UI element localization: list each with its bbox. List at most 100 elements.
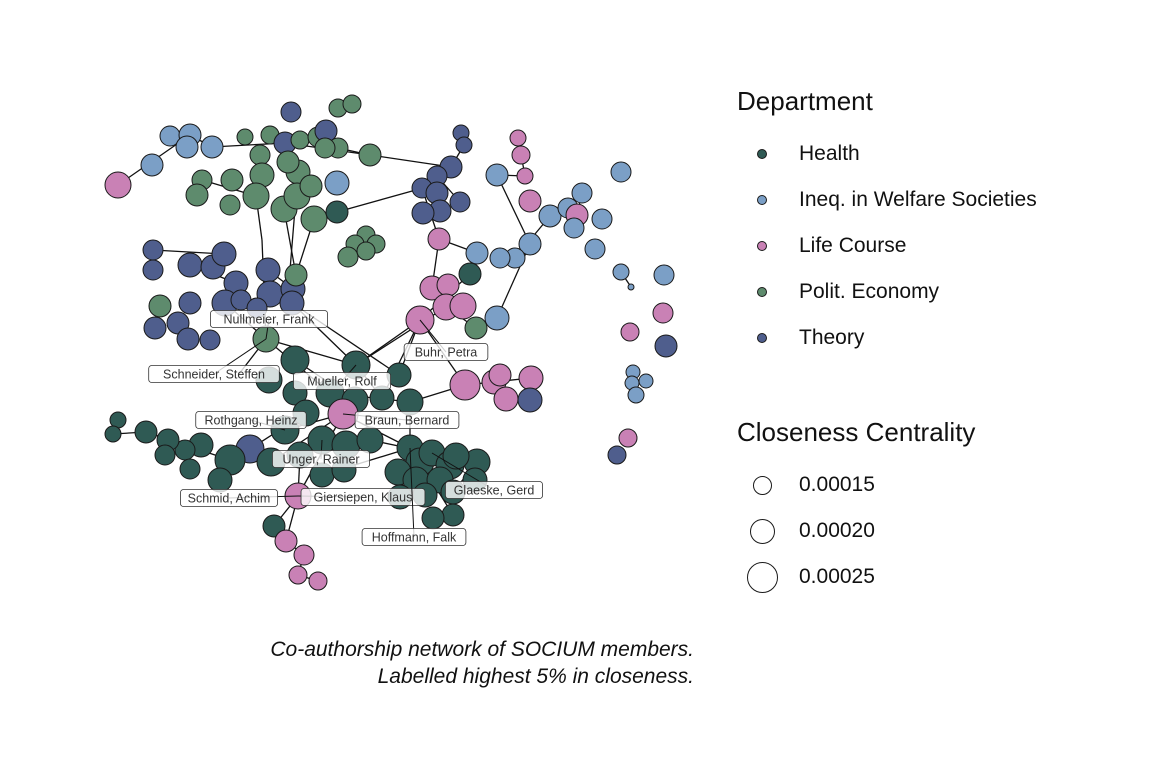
legend-label-theory: Theory	[799, 326, 865, 349]
network-node	[325, 200, 349, 224]
network-node	[104, 171, 132, 199]
network-node	[299, 174, 323, 198]
network-node	[620, 322, 640, 342]
network-node	[140, 153, 164, 177]
network-node	[293, 544, 315, 566]
department-legend-title: Department	[737, 86, 873, 116]
network-node	[493, 386, 519, 412]
network-node	[134, 420, 158, 444]
network-node	[455, 136, 473, 154]
network-node	[654, 334, 678, 358]
network-node	[104, 425, 122, 443]
network-node	[220, 168, 244, 192]
network-node	[584, 238, 606, 260]
legend-size-small: 0.00015	[737, 462, 975, 508]
legend-size-label-medium: 0.00020	[799, 519, 875, 542]
legend-item-life-course: Life Course	[737, 223, 1037, 269]
network-node	[449, 191, 471, 213]
network-node	[484, 305, 510, 331]
network-nodes	[104, 94, 678, 591]
closeness-legend-title: Closeness Centrality	[737, 417, 976, 447]
legend-label-polit-economy: Polit. Economy	[799, 280, 940, 303]
node-labels: Nullmeier, Frank Buhr, Petra Schneider, St…	[148, 310, 543, 546]
network-node	[638, 373, 654, 389]
network-node	[489, 247, 511, 269]
network-node	[441, 503, 465, 527]
node-label-text: Hoffmann, Falk	[372, 531, 457, 545]
label-leader-line	[409, 447, 415, 538]
network-node	[465, 241, 489, 265]
network-edge	[336, 187, 424, 213]
legend-label-health: Health	[799, 142, 860, 165]
network-node	[324, 170, 350, 196]
network-node	[627, 283, 635, 291]
network-node	[242, 182, 270, 210]
legend-size-circle-small	[752, 475, 772, 495]
node-label-text: Rothgang, Heinz	[204, 414, 297, 428]
legend-size-label-large: 0.00025	[799, 565, 875, 588]
network-node	[178, 291, 202, 315]
network-node	[485, 163, 509, 187]
network-node	[262, 514, 286, 538]
network-edge	[496, 174, 531, 245]
network-node	[358, 143, 382, 167]
legend-item-polit-economy: Polit. Economy	[737, 269, 1037, 315]
network-node	[200, 135, 224, 159]
network-node	[308, 571, 328, 591]
network-node	[314, 137, 336, 159]
network-node	[199, 329, 221, 351]
network-node	[612, 263, 630, 281]
node-label-text: Mueller, Rolf	[307, 375, 377, 389]
legend-item-health: Health	[737, 131, 1037, 177]
caption-line-1: Co-authorship network of SOCIUM members.	[270, 638, 694, 661]
network-node	[427, 227, 451, 251]
node-label-box	[300, 488, 426, 506]
legend-size-medium: 0.00020	[737, 508, 975, 554]
node-label-box	[272, 450, 370, 468]
department-legend: Department Health Ineq. in Welfare Socie…	[737, 86, 1037, 361]
node-label-text: Giersiepen, Klaus	[314, 491, 413, 505]
network-node	[154, 444, 176, 466]
network-node	[421, 506, 445, 530]
network-node	[280, 101, 302, 123]
network-node	[211, 241, 237, 267]
network-node	[179, 458, 201, 480]
network-node	[342, 94, 362, 114]
network-node	[219, 194, 241, 216]
legend-size-label-small: 0.00015	[799, 473, 875, 496]
network-node	[618, 428, 638, 448]
network-node	[207, 467, 233, 493]
legend-size-circle-medium	[749, 518, 775, 544]
network-node	[236, 128, 254, 146]
node-label-text: Schmid, Achim	[188, 492, 271, 506]
network-node	[148, 294, 172, 318]
network-node	[175, 135, 199, 159]
network-node	[511, 145, 531, 165]
network-node	[185, 183, 209, 207]
network-node	[509, 129, 527, 147]
network-node	[652, 302, 674, 324]
network-node	[276, 150, 300, 174]
node-label-box	[148, 365, 280, 383]
network-edge	[369, 154, 452, 168]
network-node	[442, 442, 470, 470]
network-node	[538, 204, 562, 228]
network-node	[518, 365, 544, 391]
network-node	[591, 208, 613, 230]
network-node	[607, 445, 627, 465]
network-node	[518, 189, 542, 213]
legend-size-large: 0.00025	[737, 554, 975, 600]
node-label-text: Glaeske, Gerd	[454, 484, 535, 498]
network-node	[488, 363, 512, 387]
network-node	[517, 387, 543, 413]
node-label-text: Nullmeier, Frank	[224, 313, 316, 327]
network-node	[284, 263, 308, 287]
network-node	[288, 565, 308, 585]
node-label-box	[195, 411, 307, 429]
network-node	[142, 239, 164, 261]
node-label-text: Buhr, Petra	[415, 346, 478, 360]
network-node	[290, 130, 310, 150]
closeness-legend: Closeness Centrality 0.00015 0.00020 0.0…	[737, 417, 975, 600]
